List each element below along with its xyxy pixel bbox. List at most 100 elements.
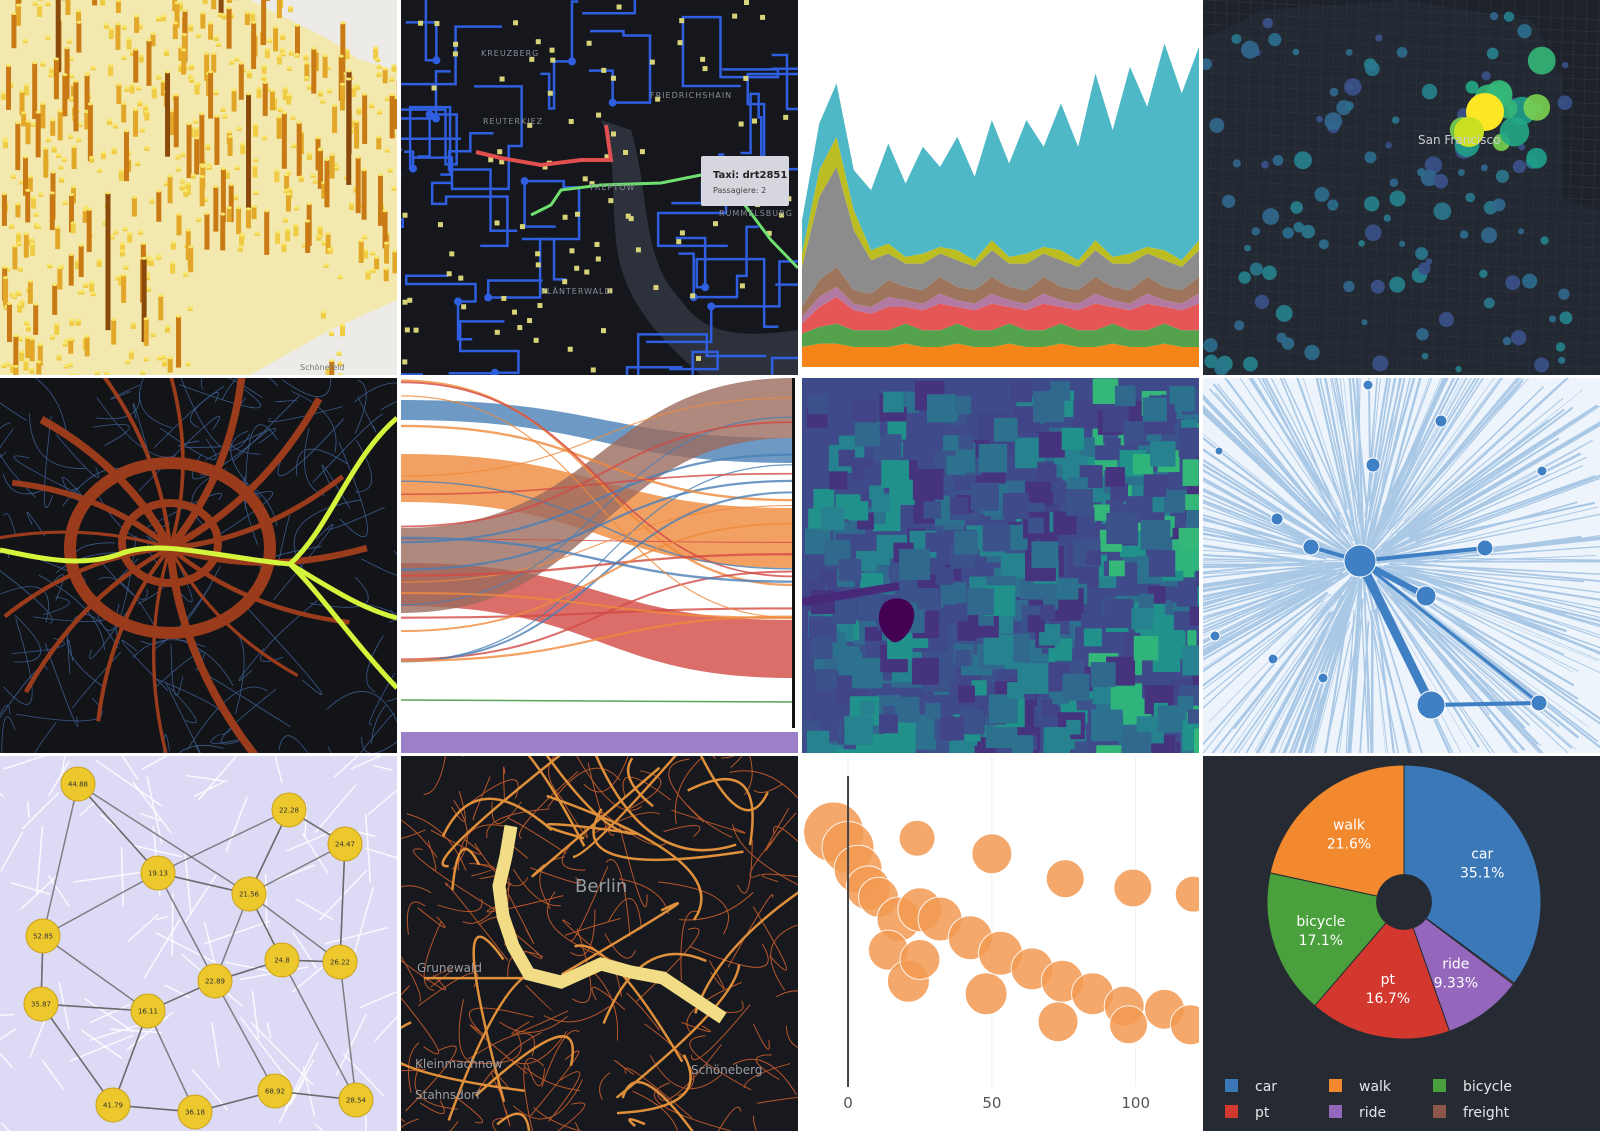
od-line [1203, 553, 1324, 564]
stacked-area-tile [802, 0, 1199, 375]
od-line [1257, 576, 1357, 753]
legend-label: walk [1359, 1079, 1392, 1095]
od-line [1203, 558, 1321, 563]
od-line [1203, 600, 1325, 753]
bar-3d [96, 260, 102, 267]
road [721, 756, 735, 759]
bar-3d [346, 78, 352, 185]
bar-3d [64, 47, 70, 100]
road [570, 866, 609, 942]
bar-3d [135, 162, 141, 167]
bar-3d [137, 24, 143, 30]
area-series [802, 166, 1199, 307]
road [526, 1063, 546, 1087]
bar-top [264, 47, 270, 51]
zone [829, 471, 848, 490]
bar-top [237, 245, 243, 249]
sankey-link [401, 395, 794, 619]
minor-road [326, 691, 397, 723]
bar-top [281, 111, 287, 115]
bar-top [296, 120, 302, 124]
request-marker [402, 359, 408, 365]
street [1504, 0, 1516, 375]
road [474, 843, 529, 887]
bar-top [66, 38, 72, 42]
zone [971, 680, 987, 696]
bar-3d [361, 169, 367, 220]
od-line [1391, 575, 1567, 633]
zone [1189, 606, 1199, 626]
street [36, 825, 44, 895]
zone [978, 417, 998, 436]
bar-3d [204, 53, 210, 81]
bar-top [374, 255, 380, 259]
bar-top [384, 96, 391, 100]
stop-bubble [1455, 366, 1462, 373]
od-line [1422, 555, 1596, 563]
road [401, 985, 410, 996]
street [0, 1013, 15, 1016]
bar-3d [128, 351, 134, 360]
bar-3d [125, 361, 131, 365]
bar-3d [339, 84, 345, 111]
zone [940, 716, 965, 741]
bar-3d [30, 243, 36, 256]
edge [40, 1003, 114, 1106]
rail-line [288, 561, 397, 621]
bar-top [2, 276, 9, 280]
bar-3d [188, 25, 194, 32]
od-line [1203, 572, 1337, 614]
bar-top [2, 139, 9, 143]
bar-top [69, 96, 75, 100]
stop-bubble [1558, 288, 1570, 300]
stop-bubble [1365, 61, 1380, 77]
road [401, 885, 432, 894]
minor-road [369, 673, 395, 725]
bar-top [68, 73, 75, 77]
road [607, 898, 643, 930]
bar-top [180, 152, 186, 156]
stop [567, 57, 576, 66]
river [601, 120, 798, 375]
road [451, 799, 468, 870]
sankey-link [401, 615, 794, 662]
bar-3d [217, 14, 223, 18]
node-label: 44.88 [68, 781, 88, 789]
bar-top [186, 122, 192, 126]
flow-link [151, 547, 172, 753]
street [364, 813, 372, 883]
request-marker [679, 18, 685, 24]
road [412, 848, 496, 911]
bar-3d [138, 55, 144, 63]
request-marker [453, 41, 459, 47]
node-label: 22.89 [205, 978, 225, 986]
bar-3d [250, 13, 256, 22]
zone-node [1302, 538, 1320, 556]
bar-3d [35, 225, 41, 229]
bar-3d [145, 276, 151, 281]
road [430, 829, 482, 855]
stop-bubble [1316, 115, 1323, 123]
od-line [1360, 590, 1370, 753]
stop-bubble [1483, 297, 1495, 309]
bar-top [127, 231, 133, 235]
stop-bubble [1345, 48, 1353, 56]
bar-3d [286, 94, 292, 105]
bar-3d [29, 338, 35, 362]
minor-road [1, 716, 16, 753]
stop-bubble [1358, 240, 1365, 247]
bar-top [77, 290, 84, 294]
minor-road [29, 413, 86, 469]
bar-top [161, 359, 168, 363]
bar-3d [175, 156, 181, 160]
bar-top [129, 83, 135, 87]
bar-top [1, 192, 8, 196]
bar-top [38, 192, 44, 196]
street [1468, 0, 1480, 375]
bar-top [306, 84, 313, 88]
bar-3d [265, 0, 271, 1]
road [730, 756, 743, 768]
bar-3d [303, 56, 309, 61]
bar-top [113, 229, 119, 233]
bar-3d [208, 71, 214, 119]
